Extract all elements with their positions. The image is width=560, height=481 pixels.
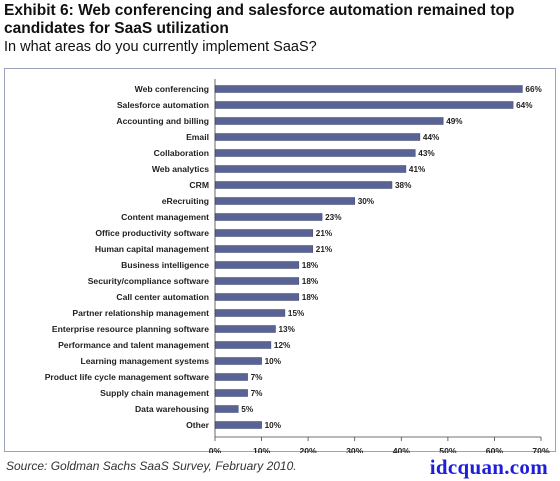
category-label: Web conferencing (135, 84, 209, 94)
category-label: Email (186, 132, 209, 142)
data-label: 12% (274, 341, 291, 350)
bar (214, 421, 262, 429)
bar (214, 149, 416, 157)
bar (214, 261, 300, 269)
bar (214, 341, 272, 349)
chart-subtitle: In what areas do you currently implement… (4, 39, 317, 55)
category-label: Salesforce automation (117, 100, 209, 110)
data-label: 44% (423, 133, 440, 142)
data-label: 15% (288, 309, 305, 318)
data-label: 7% (251, 373, 264, 382)
x-tick-label: 20% (299, 446, 317, 453)
x-tick-label: 10% (253, 446, 271, 453)
title-block: Exhibit 6: Web conferencing and salesfor… (4, 2, 556, 56)
bar (214, 357, 262, 365)
data-label: 64% (516, 101, 533, 110)
bar (214, 325, 276, 333)
category-label: Product life cycle management software (45, 372, 210, 382)
data-label: 18% (302, 277, 319, 286)
bar (214, 101, 514, 109)
data-label: 49% (446, 117, 463, 126)
category-label: Business intelligence (121, 260, 209, 270)
data-label: 18% (302, 293, 319, 302)
data-label: 41% (409, 165, 426, 174)
watermark: idcquan.com (429, 455, 548, 479)
data-label: 7% (251, 389, 264, 398)
chart-title-line-2: candidates for SaaS utilization (4, 20, 229, 37)
category-label: Collaboration (154, 148, 209, 158)
data-label: 23% (325, 213, 342, 222)
bar (214, 165, 407, 173)
chart-title-line-1: Exhibit 6: Web conferencing and salesfor… (4, 2, 515, 19)
bar (214, 373, 248, 381)
data-label: 21% (316, 245, 333, 254)
bar (214, 229, 314, 237)
category-label: Performance and talent management (58, 340, 209, 350)
category-label: Office productivity software (95, 228, 209, 238)
x-tick-label: 50% (439, 446, 457, 453)
data-label: 38% (395, 181, 412, 190)
x-tick-label: 30% (346, 446, 364, 453)
category-label: CRM (189, 180, 209, 190)
data-label: 66% (525, 85, 542, 94)
category-label: Supply chain management (100, 388, 209, 398)
chart-frame: Web conferencing 66% Salesforce automation… (4, 68, 556, 453)
bar (214, 277, 300, 285)
category-label: Other (186, 420, 210, 430)
x-tick-label: 40% (393, 446, 411, 453)
bar (214, 309, 286, 317)
data-label: 30% (358, 197, 375, 206)
category-label: Partner relationship management (72, 308, 209, 318)
x-tick-label: 70% (532, 446, 550, 453)
data-label: 10% (265, 421, 282, 430)
data-label: 5% (241, 405, 254, 414)
data-label: 43% (418, 149, 435, 158)
category-label: eRecruiting (162, 196, 209, 206)
category-label: Learning management systems (81, 356, 210, 366)
bar (214, 389, 248, 397)
category-label: Accounting and billing (116, 116, 209, 126)
category-label: Security/compliance software (88, 276, 210, 286)
category-label: Human capital management (95, 244, 209, 254)
data-label: 13% (279, 325, 296, 334)
bar (214, 197, 355, 205)
data-label: 10% (265, 357, 282, 366)
data-label: 18% (302, 261, 319, 270)
category-label: Enterprise resource planning software (52, 324, 209, 334)
category-label: Call center automation (116, 292, 209, 302)
bar (214, 181, 393, 189)
bar (214, 293, 300, 301)
source-note: Source: Goldman Sachs SaaS Survey, Febru… (6, 459, 297, 473)
category-label: Data warehousing (135, 404, 209, 414)
bar (214, 117, 444, 125)
category-label: Web analytics (152, 164, 209, 174)
category-label: Content management (121, 212, 209, 222)
bar-chart: Web conferencing 66% Salesforce automation… (45, 79, 550, 453)
x-tick-label: 0% (209, 446, 222, 453)
x-tick-label: 60% (486, 446, 504, 453)
bar (214, 85, 523, 93)
data-label: 21% (316, 229, 333, 238)
bar (214, 133, 421, 141)
bar (214, 213, 323, 221)
bar (214, 405, 239, 413)
bar (214, 245, 314, 253)
